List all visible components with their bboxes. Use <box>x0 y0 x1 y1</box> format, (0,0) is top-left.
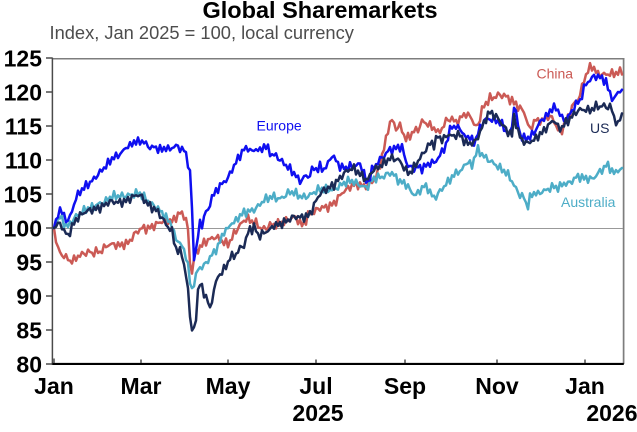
svg-text:China: China <box>537 66 574 82</box>
svg-text:120: 120 <box>4 80 42 106</box>
svg-text:Europe: Europe <box>257 118 302 134</box>
svg-text:105: 105 <box>4 182 43 208</box>
svg-text:110: 110 <box>5 148 42 174</box>
svg-text:2025: 2025 <box>292 400 343 426</box>
svg-text:Global Sharemarkets: Global Sharemarkets <box>202 0 437 23</box>
svg-text:Jan: Jan <box>34 373 74 399</box>
svg-text:Australia: Australia <box>561 194 616 210</box>
svg-text:80: 80 <box>16 352 42 378</box>
svg-text:100: 100 <box>4 216 42 242</box>
svg-text:Jan: Jan <box>565 373 605 399</box>
svg-text:90: 90 <box>16 284 42 310</box>
svg-text:115: 115 <box>5 114 42 140</box>
svg-text:May: May <box>206 373 251 399</box>
svg-text:125: 125 <box>4 46 43 72</box>
svg-text:Mar: Mar <box>121 373 162 399</box>
svg-text:2026: 2026 <box>586 400 637 426</box>
svg-text:Sep: Sep <box>384 373 426 399</box>
svg-text:Index, Jan 2025 = 100, local c: Index, Jan 2025 = 100, local currency <box>50 22 355 43</box>
svg-text:Nov: Nov <box>475 373 519 399</box>
svg-text:95: 95 <box>16 250 42 276</box>
svg-text:85: 85 <box>16 318 42 344</box>
svg-text:Jul: Jul <box>299 373 332 399</box>
svg-text:US: US <box>590 120 609 136</box>
